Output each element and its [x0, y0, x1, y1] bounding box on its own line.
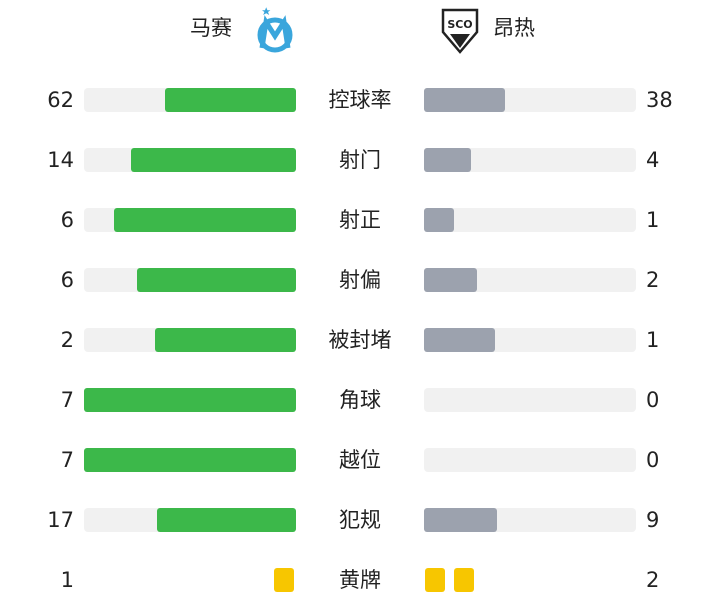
stat-label: 角球: [339, 388, 381, 412]
home-team: 马赛: [190, 16, 232, 40]
home-value: 7: [60, 388, 74, 412]
away-track: [424, 388, 636, 412]
home-value: 7: [60, 448, 74, 472]
away-bar: [424, 268, 477, 292]
stat-label: 射正: [339, 208, 381, 232]
away-value: 4: [646, 148, 660, 172]
away-badge: SCO: [447, 18, 472, 31]
away-card: [454, 568, 474, 592]
away-team: 昂热: [493, 16, 535, 40]
away-bar: [424, 508, 498, 532]
stat-label: 越位: [339, 448, 381, 472]
home-value: 6: [60, 268, 74, 292]
home-value: 17: [47, 508, 74, 532]
away-track: [424, 448, 636, 472]
home-logo: [257, 7, 293, 53]
away-card: [425, 568, 445, 592]
away-bar: [424, 208, 455, 232]
away-value: 2: [646, 268, 660, 292]
away-bar: [424, 328, 495, 352]
away-track: [424, 208, 636, 232]
away-value: 2: [646, 568, 660, 592]
away-value: 38: [646, 88, 673, 112]
stat-label: 黄牌: [339, 568, 381, 592]
away-value: 0: [646, 448, 660, 472]
stat-label: 射偏: [339, 268, 381, 292]
home-bar: [164, 88, 296, 112]
home-bar: [84, 448, 296, 472]
away-value: 0: [646, 388, 660, 412]
stat-label: 控球率: [328, 88, 392, 112]
home-bar: [157, 508, 296, 532]
home-value: 14: [47, 148, 74, 172]
away-value: 1: [646, 328, 660, 352]
stat-label: 被封堵: [328, 328, 392, 352]
away-value: 9: [646, 508, 660, 532]
home-bar: [154, 328, 296, 352]
away-bar: [424, 88, 505, 112]
home-bar: [114, 208, 296, 232]
home-card: [274, 568, 294, 592]
home-value: 1: [60, 568, 74, 592]
home-bar: [137, 268, 296, 292]
home-value: 2: [60, 328, 74, 352]
away-value: 1: [646, 208, 660, 232]
home-bar: [84, 388, 296, 412]
stat-label: 射门: [339, 148, 381, 172]
away-bar: [424, 148, 472, 172]
home-bar: [131, 148, 296, 172]
home-value: 62: [47, 88, 74, 112]
home-value: 6: [60, 208, 74, 232]
away-logo: SCO: [441, 8, 479, 54]
stat-label: 犯规: [339, 508, 381, 532]
